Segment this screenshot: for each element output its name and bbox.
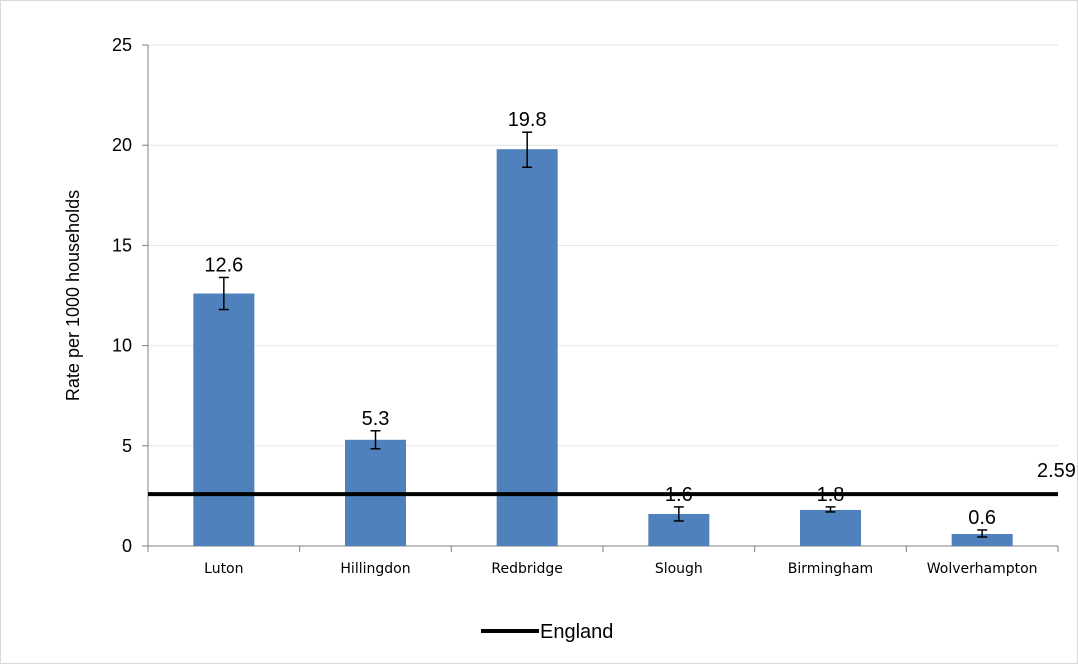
x-category-label: Hillingdon bbox=[340, 561, 410, 577]
error-bar-hillingdon bbox=[370, 430, 381, 450]
x-category-label: Luton bbox=[204, 561, 243, 577]
england-value-label: 2.59 bbox=[1037, 460, 1076, 482]
x-category-labels: Luton Hillingdon Redbridge Slough Birmingham… bbox=[204, 561, 1037, 577]
data-labels: 12.65.319.81.61.80.6 bbox=[204, 109, 996, 529]
data-label-redbridge: 19.8 bbox=[508, 109, 547, 131]
error-bar-redbridge bbox=[522, 131, 533, 168]
y-tick-label: 15 bbox=[112, 235, 132, 255]
y-tick-labels: 0 5 10 15 20 25 bbox=[112, 35, 132, 556]
bar-luton bbox=[193, 293, 255, 546]
gridlines bbox=[148, 44, 1058, 447]
y-tick-label: 25 bbox=[112, 35, 132, 55]
error-bar-slough bbox=[673, 506, 684, 522]
y-tick-label: 0 bbox=[122, 536, 132, 556]
axes bbox=[142, 44, 1059, 552]
x-category-label: Slough bbox=[655, 561, 703, 577]
bar-redbridge bbox=[496, 149, 558, 546]
x-category-label: Wolverhampton bbox=[927, 561, 1038, 577]
data-label-luton: 12.6 bbox=[204, 254, 243, 276]
error-bar-birmingham bbox=[825, 506, 836, 513]
x-category-label: Birmingham bbox=[788, 561, 873, 577]
bar-birmingham bbox=[800, 509, 861, 546]
data-label-wolverhampton: 0.6 bbox=[968, 507, 996, 529]
y-tick-label: 5 bbox=[122, 436, 132, 456]
legend-england-label: England bbox=[540, 621, 613, 643]
x-category-label: Redbridge bbox=[491, 561, 563, 577]
error-bars bbox=[218, 131, 988, 538]
bars bbox=[193, 149, 1013, 546]
data-label-hillingdon: 5.3 bbox=[362, 408, 390, 430]
error-bar-wolverhampton bbox=[977, 529, 988, 538]
legend: England bbox=[481, 621, 613, 643]
bar-wolverhampton bbox=[951, 533, 1013, 546]
error-bar-luton bbox=[218, 276, 229, 311]
y-axis-title: Rate per 1000 households bbox=[63, 190, 83, 401]
y-tick-label: 20 bbox=[112, 135, 132, 155]
y-tick-label: 10 bbox=[112, 336, 132, 356]
